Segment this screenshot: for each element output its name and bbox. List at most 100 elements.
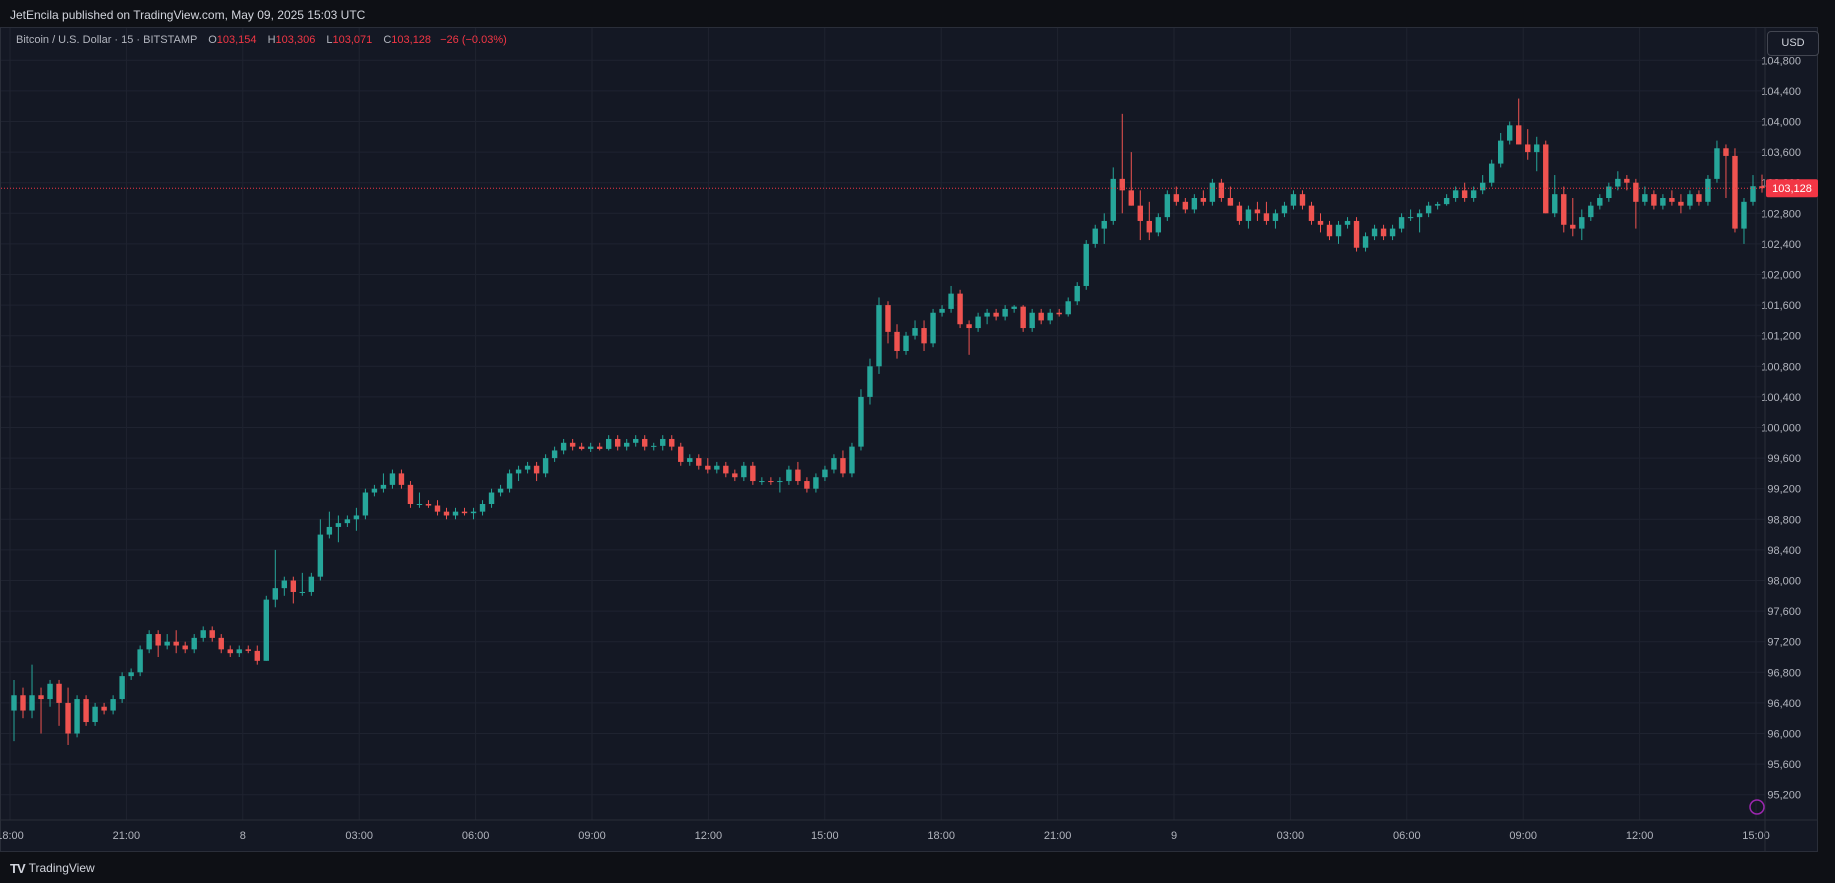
candle-body[interactable] — [290, 580, 297, 592]
candle-body[interactable] — [1552, 194, 1558, 214]
candle-body[interactable] — [1335, 224, 1342, 237]
candle-body[interactable] — [1290, 194, 1297, 206]
candle-body[interactable] — [1380, 228, 1387, 237]
candle-body[interactable] — [1588, 205, 1594, 218]
candle-body[interactable] — [461, 511, 468, 514]
candle-body[interactable] — [921, 328, 927, 344]
candle-body[interactable] — [993, 312, 999, 317]
candle-body[interactable] — [1137, 205, 1143, 221]
candle-body[interactable] — [56, 683, 62, 703]
candle-body[interactable] — [488, 492, 495, 504]
candle-body[interactable] — [777, 481, 783, 483]
candle-body[interactable] — [1678, 201, 1684, 206]
candle-body[interactable] — [236, 649, 242, 654]
candle-body[interactable] — [200, 630, 206, 638]
symbol-title[interactable]: Bitcoin / U.S. Dollar · 15 · BITSTAMP — [16, 34, 198, 46]
candle-body[interactable] — [11, 695, 17, 711]
candle-body[interactable] — [831, 458, 837, 470]
candle-body[interactable] — [389, 473, 396, 485]
candle-body[interactable] — [1687, 194, 1693, 206]
candle-body[interactable] — [1038, 312, 1044, 321]
candle-body[interactable] — [308, 576, 315, 592]
candle-body[interactable] — [479, 504, 486, 512]
candle-body[interactable] — [1534, 144, 1540, 153]
candle-body[interactable] — [984, 312, 990, 317]
candle-body[interactable] — [1200, 198, 1207, 202]
candle-body[interactable] — [29, 695, 35, 711]
candle-body[interactable] — [551, 450, 558, 459]
candle-body[interactable] — [344, 519, 351, 524]
candle-body[interactable] — [1182, 201, 1189, 210]
candle-body[interactable] — [1479, 182, 1486, 191]
candle-body[interactable] — [1308, 205, 1315, 221]
candle-body[interactable] — [1543, 144, 1549, 214]
candle-body[interactable] — [1714, 148, 1720, 179]
candle-body[interactable] — [443, 511, 450, 516]
candle-body[interactable] — [1723, 148, 1729, 156]
candle-body[interactable] — [515, 469, 522, 474]
candle-body[interactable] — [1218, 182, 1225, 198]
candle-body[interactable] — [245, 649, 251, 651]
candle-body[interactable] — [335, 523, 342, 527]
candle-body[interactable] — [299, 591, 306, 593]
candle-body[interactable] — [1101, 220, 1107, 229]
candle-body[interactable] — [137, 649, 143, 673]
candle-body[interactable] — [813, 477, 819, 489]
candle-body[interactable] — [1326, 224, 1333, 237]
candle-body[interactable] — [858, 396, 864, 447]
candle-body[interactable] — [1434, 204, 1441, 206]
candle-body[interactable] — [281, 580, 288, 589]
candle-body[interactable] — [1507, 125, 1513, 141]
candle-body[interactable] — [1110, 178, 1116, 221]
candle-body[interactable] — [614, 438, 621, 447]
candle-body[interactable] — [1624, 178, 1630, 183]
candle-body[interactable] — [83, 699, 89, 723]
candle-body[interactable] — [398, 473, 405, 485]
candle-body[interactable] — [1362, 236, 1369, 248]
candle-body[interactable] — [1606, 186, 1612, 198]
candle-body[interactable] — [1272, 213, 1279, 221]
candle-body[interactable] — [173, 641, 179, 646]
candle-body[interactable] — [1497, 140, 1504, 164]
candle-body[interactable] — [362, 492, 369, 516]
candle-body[interactable] — [642, 438, 648, 447]
candle-body[interactable] — [1263, 213, 1270, 221]
candle-body[interactable] — [732, 473, 738, 478]
candle-body[interactable] — [1561, 194, 1567, 225]
candle-body[interactable] — [1750, 186, 1756, 202]
candle-body[interactable] — [452, 511, 459, 516]
candle-body[interactable] — [425, 504, 432, 506]
candle-body[interactable] — [1398, 217, 1405, 229]
candle-body[interactable] — [1669, 198, 1675, 202]
candle-body[interactable] — [227, 649, 233, 654]
candle-body[interactable] — [957, 293, 963, 325]
candle-body[interactable] — [110, 699, 116, 711]
candle-body[interactable] — [1696, 194, 1702, 202]
candle-body[interactable] — [1461, 190, 1468, 198]
candle-body[interactable] — [1254, 209, 1261, 214]
candle-body[interactable] — [1002, 308, 1008, 317]
candle-body[interactable] — [822, 469, 828, 478]
candle-body[interactable] — [1759, 186, 1765, 189]
candle-body[interactable] — [1516, 125, 1522, 145]
candle-body[interactable] — [1209, 182, 1216, 202]
candle-body[interactable] — [1488, 163, 1495, 183]
candle-body[interactable] — [786, 469, 792, 482]
candle-body[interactable] — [975, 316, 981, 329]
candle-body[interactable] — [506, 473, 513, 489]
candle-body[interactable] — [768, 481, 774, 483]
candle-body[interactable] — [1173, 194, 1180, 202]
candle-body[interactable] — [1705, 178, 1711, 202]
candle-body[interactable] — [182, 645, 188, 650]
candle-body[interactable] — [1579, 217, 1585, 229]
candle-body[interactable] — [1407, 217, 1414, 219]
candle-body[interactable] — [74, 699, 80, 734]
candle-body[interactable] — [596, 446, 603, 449]
candle-body[interactable] — [750, 465, 756, 482]
candle-body[interactable] — [840, 458, 846, 474]
candle-body[interactable] — [380, 484, 387, 489]
candle-body[interactable] — [795, 469, 801, 482]
candle-body[interactable] — [930, 312, 936, 344]
candle-body[interactable] — [434, 505, 441, 512]
candle-body[interactable] — [1371, 228, 1378, 237]
